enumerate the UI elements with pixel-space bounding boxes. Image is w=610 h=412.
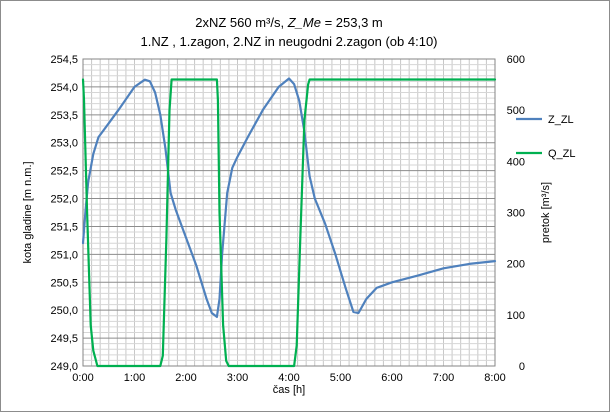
series-line-q-zl: [81, 78, 497, 368]
legend-label: Q_ZL: [548, 148, 576, 160]
y-left-tick-label: 254,5: [50, 54, 78, 66]
series-lines: [81, 77, 497, 368]
x-tick-label: 7:00: [433, 372, 454, 384]
x-tick-label: 1:00: [124, 372, 145, 384]
x-tick-label: 5:00: [330, 372, 351, 384]
legend-label: Z_ZL: [548, 114, 574, 126]
chart-title-line-2: 1.NZ , 1.zagon, 2.NZ in neugodni 2.zagon…: [140, 34, 437, 49]
y-left-tick-label: 254,0: [50, 82, 78, 94]
y-left-axis-title: kota gladine [m n.m.]: [22, 161, 34, 263]
y-left-tick-label: 251,5: [50, 221, 78, 233]
x-tick-label: 4:00: [278, 372, 299, 384]
x-tick-label: 0:00: [72, 372, 93, 384]
y-right-tick-label: 600: [507, 54, 525, 66]
y-left-tick-label: 249,5: [50, 333, 78, 345]
y-right-tick-label: 0: [519, 361, 525, 373]
y-right-tick-label: 200: [507, 259, 525, 271]
y-left-tick-label: 253,5: [50, 110, 78, 122]
y-left-tick-label: 250,5: [50, 277, 78, 289]
y-right-tick-label: 500: [507, 105, 525, 117]
y-right-tick-labels: 0 100 200 300 400 500 600: [507, 54, 525, 373]
y-right-tick-label: 100: [507, 310, 525, 322]
chart-title-line-1: 2xNZ 560 m³/s, Z_Me = 253,3 m: [195, 15, 383, 30]
y-left-tick-label: 251,0: [50, 249, 78, 261]
y-right-tick-label: 300: [507, 208, 525, 220]
y-left-tick-label: 253,0: [50, 138, 78, 150]
x-tick-label: 2:00: [175, 372, 196, 384]
y-left-tick-label: 252,0: [50, 194, 78, 206]
y-left-tick-label: 250,0: [50, 305, 78, 317]
series-line-z-zl: [81, 77, 497, 318]
y-right-tick-label: 400: [507, 156, 525, 168]
x-tick-labels: 0:00 1:00 2:00 3:00 4:00 5:00 6:00 7:00 8:00: [72, 372, 505, 384]
legend: Z_ZL Q_ZL: [516, 114, 576, 160]
grid: [82, 58, 496, 367]
x-tick-label: 8:00: [484, 372, 505, 384]
y-left-tick-label: 252,5: [50, 166, 78, 178]
y-left-tick-label: 249,0: [50, 361, 78, 373]
x-tick-label: 6:00: [381, 372, 402, 384]
x-axis-title: čas [h]: [273, 384, 305, 396]
y-left-tick-labels: 249,0 249,5 250,0 250,5 251,0 251,5 252,0 252,5…: [50, 54, 78, 373]
y-right-axis-title: pretok [m³/s]: [540, 182, 552, 243]
x-tick-label: 3:00: [227, 372, 248, 384]
